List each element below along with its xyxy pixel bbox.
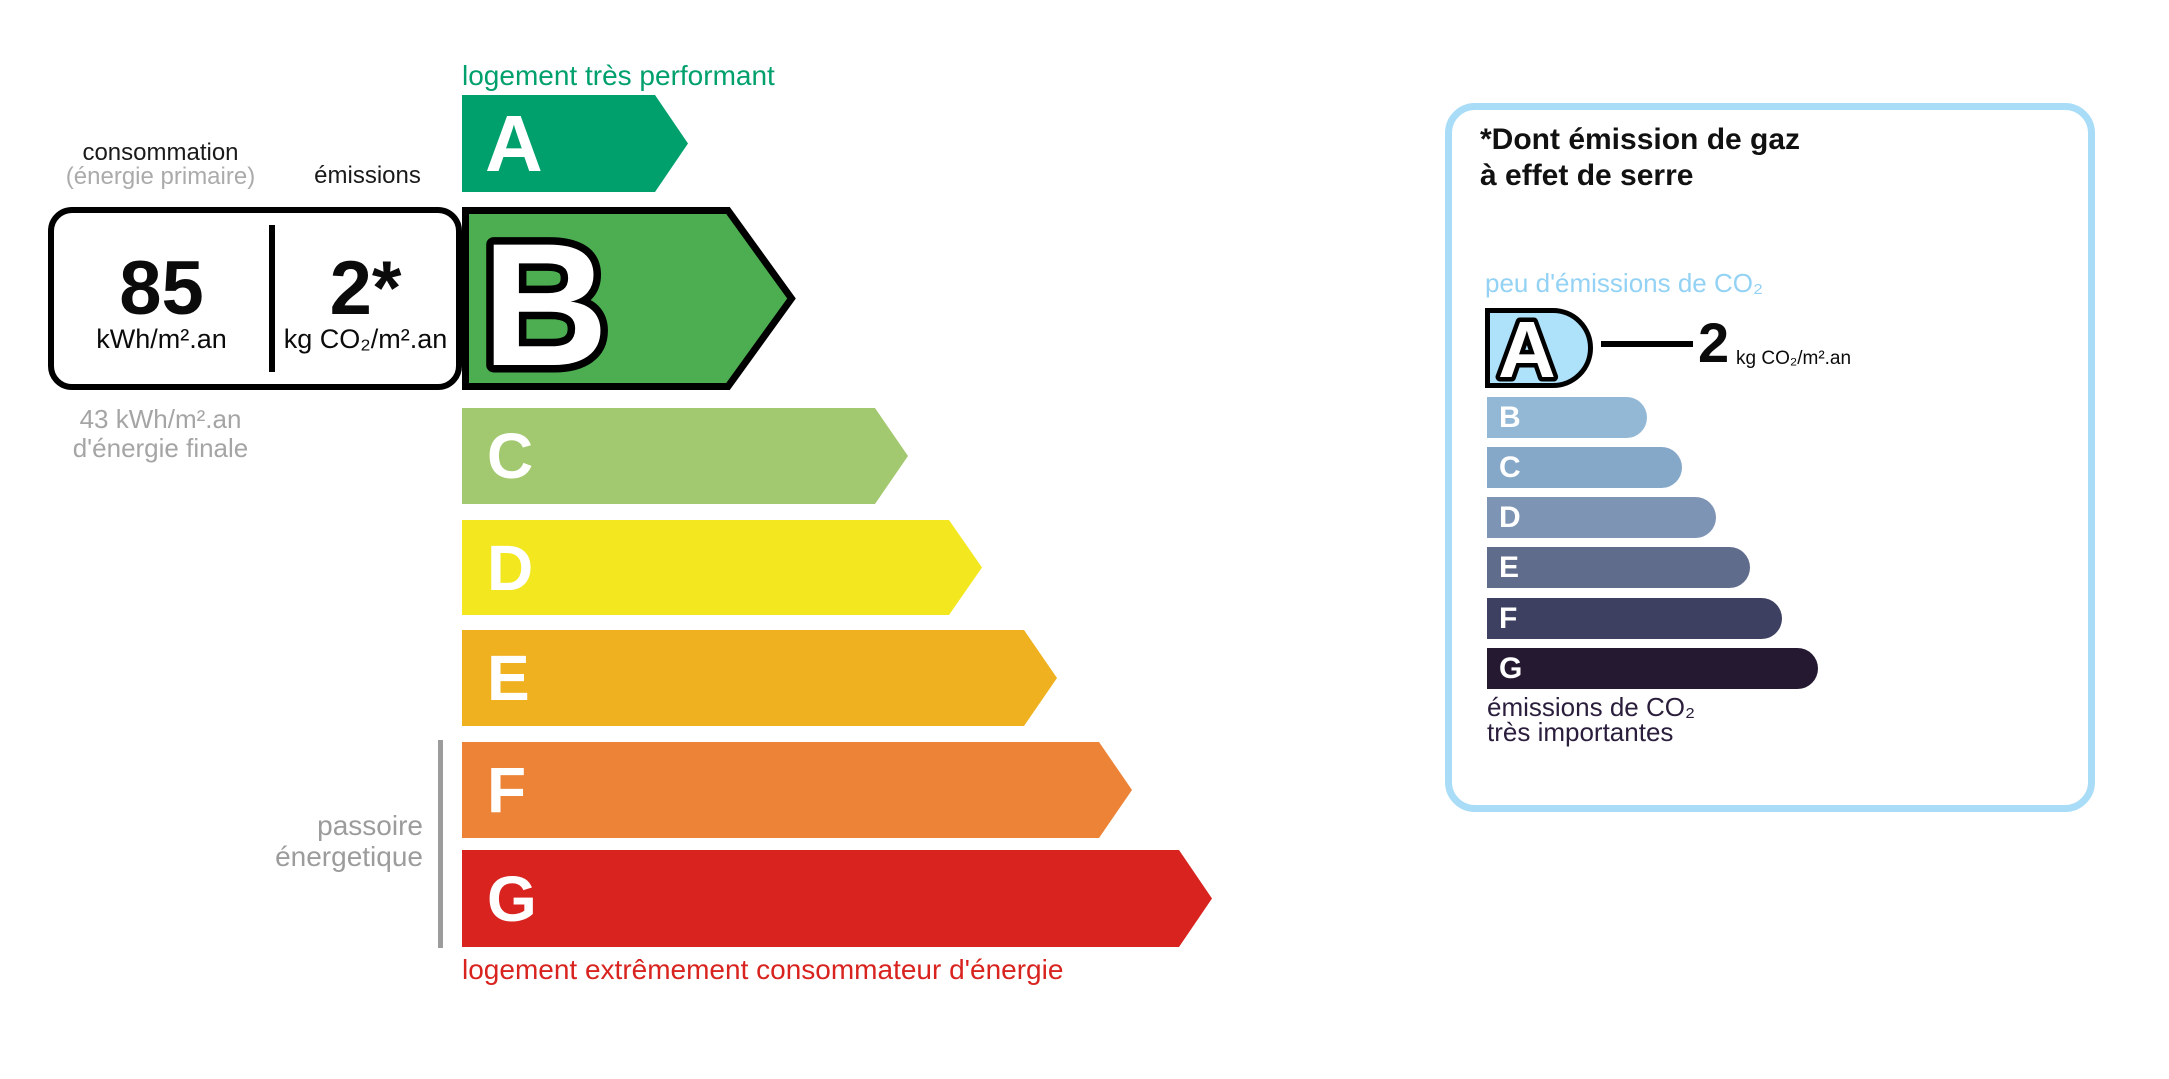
energy-sieve-line [438, 740, 443, 948]
consumption-value: 85 [119, 245, 204, 331]
co2-grade-bar-g: G [1487, 648, 1818, 689]
co2-grade-letter-e: E [1499, 550, 1520, 584]
co2-grade-letter-f: F [1499, 601, 1518, 635]
sieve-line2: énergetique [275, 841, 423, 872]
co2-grade-bar-d: D [1487, 497, 1716, 538]
energy-grade-arrow-b-selected: B [462, 201, 796, 411]
co2-title-line1: *Dont émission de gaz [1480, 123, 1801, 156]
co2-high-line2: très importantes [1487, 717, 1674, 747]
consumption-header: consommation (énergie primaire) [48, 141, 273, 189]
energy-grade-arrow-c: C [462, 408, 908, 504]
co2-panel-title: *Dont émission de gaz à effet de serre [1480, 122, 1800, 194]
energy-grade-arrow-e: E [462, 630, 1057, 726]
grade-letter-a: A [485, 98, 543, 188]
co2-grade-bar-c: C [1487, 447, 1682, 488]
co2-grade-letter-b: B [1499, 400, 1521, 434]
co2-selected-letter-svg: A [1494, 301, 1561, 399]
bottom-caption: logement extrêmement consommateur d'éner… [462, 954, 1064, 985]
co2-grade-bar-b: B [1487, 397, 1647, 438]
consumption-label: consommation [82, 139, 239, 166]
grade-letter-d: D [487, 531, 534, 604]
consumption-unit: kWh/m².an [96, 323, 227, 354]
co2-title-line2: à effet de serre [1480, 159, 1694, 192]
final-energy-line2: d'énergie finale [72, 433, 249, 463]
co2-value-unit: kg CO₂/m².an [1736, 348, 1852, 369]
co2-grade-letter-d: D [1499, 500, 1521, 534]
co2-selected-letter: A [1498, 313, 1556, 383]
energy-grade-arrow-a: A [462, 95, 688, 192]
co2-grade-bar-e: E [1487, 547, 1750, 588]
energy-sieve-label: passoire énergetique [150, 810, 423, 872]
emissions-label: émissions [314, 162, 421, 189]
final-energy-line1: 43 kWh/m².an [79, 404, 242, 434]
grade-letter-b: B [482, 208, 608, 403]
energy-grade-arrow-f: F [462, 742, 1132, 838]
energy-grade-arrow-d: D [462, 520, 982, 615]
co2-high-line1: émissions de CO₂ [1487, 692, 1696, 722]
reading-box: 85 kWh/m².an 2* kg CO₂/m².an [48, 207, 462, 390]
emissions-unit: kg CO₂/m².an [283, 323, 448, 354]
grade-letter-g: G [487, 862, 537, 935]
grade-letter-c: C [487, 420, 534, 492]
final-energy-note: 43 kWh/m².an d'énergie finale [48, 405, 273, 463]
co2-grade-letter-g: G [1499, 651, 1523, 685]
emissions-value: 2* [329, 245, 402, 331]
co2-grade-letter-c: C [1499, 450, 1521, 484]
grade-letter-e: E [487, 642, 530, 714]
sieve-line1: passoire [317, 810, 423, 841]
co2-grade-a-marker: A [1485, 301, 1593, 399]
selected-arrow-shape [462, 207, 796, 390]
reading-box-divider [269, 225, 275, 372]
co2-panel: *Dont émission de gaz à effet de serre p… [1445, 103, 2095, 812]
energy-grade-arrow-g: G [462, 850, 1212, 947]
co2-grade-bar-f: F [1487, 598, 1782, 639]
emissions-cell: 2* kg CO₂/m².an [275, 213, 456, 384]
co2-low-caption: peu d'émissions de CO₂ [1485, 268, 1764, 298]
consumption-cell: 85 kWh/m².an [54, 213, 269, 384]
co2-value-connector [1601, 341, 1693, 347]
co2-value: 2 [1698, 311, 1730, 374]
grade-letter-f: F [487, 754, 527, 826]
top-caption: logement très performant [462, 60, 775, 91]
consumption-sublabel: (énergie primaire) [65, 163, 256, 190]
co2-high-caption: émissions de CO₂ très importantes [1487, 692, 1696, 747]
